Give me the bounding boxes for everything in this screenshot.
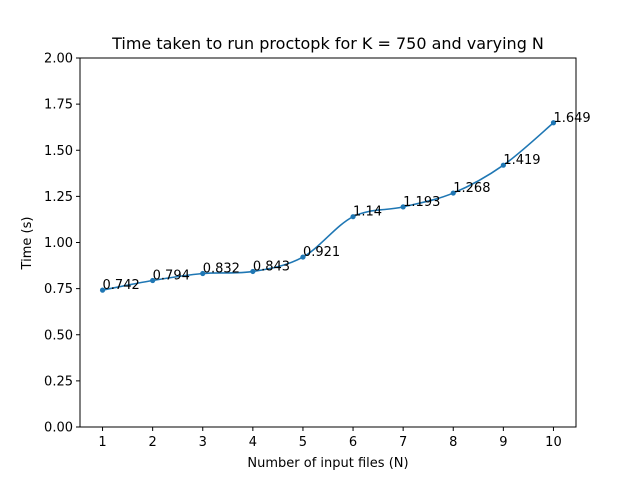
y-tick-label: 1.00 bbox=[44, 236, 73, 251]
data-label: 0.742 bbox=[103, 278, 140, 293]
data-point bbox=[99, 287, 106, 293]
y-tick-label: 0.00 bbox=[44, 421, 73, 436]
data-label: 0.832 bbox=[203, 261, 240, 276]
data-point bbox=[150, 277, 156, 284]
x-axis-label: Number of input files (N) bbox=[247, 456, 408, 471]
data-point bbox=[550, 120, 557, 126]
data-point bbox=[500, 162, 506, 168]
x-tick-label: 7 bbox=[399, 435, 407, 450]
x-tick-label: 2 bbox=[149, 435, 157, 450]
x-axis: 1 2 3 4 5 6 7 8 9 10 bbox=[98, 427, 562, 450]
data-label: 1.649 bbox=[553, 111, 590, 126]
y-tick-label: 1.75 bbox=[44, 98, 73, 113]
x-tick-label: 4 bbox=[249, 435, 257, 450]
data-labels: 0.742 0.794 0.832 0.843 0.921 1.14 1.193 1.268 1… bbox=[103, 111, 591, 293]
data-point bbox=[200, 270, 206, 277]
data-label: 1.268 bbox=[453, 181, 490, 196]
data-point bbox=[250, 268, 256, 275]
data-label: 1.14 bbox=[353, 205, 382, 220]
data-label: 0.794 bbox=[153, 269, 190, 284]
data-point bbox=[450, 190, 456, 196]
y-tick-label: 0.25 bbox=[44, 374, 73, 389]
x-tick-label: 8 bbox=[449, 435, 457, 450]
y-axis-label: Time (s) bbox=[20, 217, 35, 271]
data-label: 1.193 bbox=[403, 195, 440, 210]
x-tick-label: 9 bbox=[499, 435, 507, 450]
data-label: 0.921 bbox=[303, 245, 340, 260]
x-tick-label: 5 bbox=[299, 435, 307, 450]
data-point bbox=[300, 254, 306, 260]
data-label: 0.843 bbox=[253, 259, 290, 274]
y-tick-label: 0.50 bbox=[44, 328, 73, 343]
x-tick-label: 3 bbox=[199, 435, 207, 450]
y-axis: 0.00 0.25 0.50 0.75 1.00 1.25 1.50 1.75 2.00 bbox=[44, 52, 80, 436]
data-point bbox=[350, 214, 356, 220]
data-point bbox=[400, 204, 406, 210]
plot-frame bbox=[79, 57, 577, 428]
x-tick-label: 1 bbox=[98, 435, 106, 450]
series-line bbox=[102, 122, 554, 291]
y-tick-label: 1.50 bbox=[44, 144, 73, 159]
x-tick-label: 6 bbox=[349, 435, 357, 450]
data-label: 1.419 bbox=[503, 153, 540, 168]
y-tick-label: 2.00 bbox=[44, 52, 73, 67]
y-tick-label: 1.25 bbox=[44, 190, 73, 205]
series-layer bbox=[99, 120, 557, 293]
chart-title: Time taken to run proctopk for K = 750 a… bbox=[111, 34, 544, 53]
plot-area bbox=[79, 57, 577, 428]
y-tick-label: 0.75 bbox=[44, 282, 73, 297]
x-tick-label: 10 bbox=[545, 435, 562, 450]
